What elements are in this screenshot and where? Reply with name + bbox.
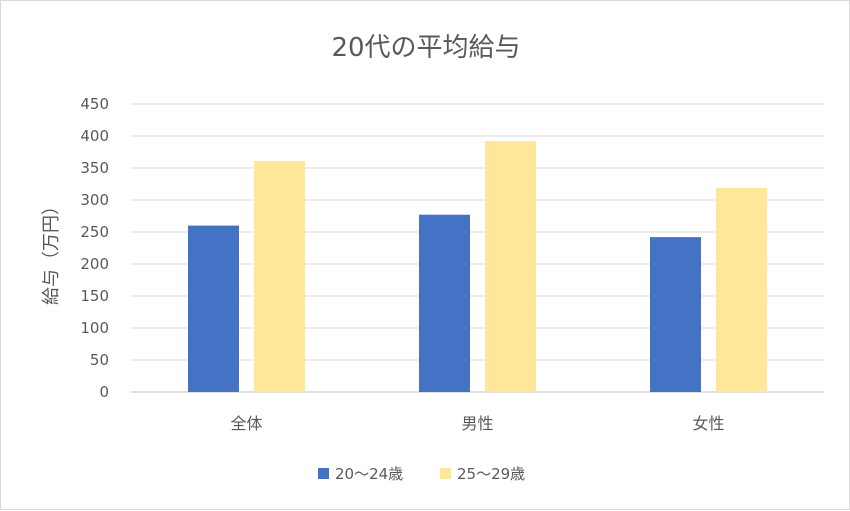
y-tick-label: 450 — [80, 95, 109, 113]
x-category-label: 全体 — [230, 414, 262, 433]
bar-1-2 — [419, 214, 470, 392]
y-tick-label: 100 — [80, 319, 109, 337]
bar-2-3 — [716, 187, 767, 392]
y-axis-label: 給与（万円） — [41, 197, 62, 305]
x-axis-labels: 全体 男性 女性 — [230, 414, 724, 433]
x-category-label: 女性 — [692, 414, 724, 433]
bars — [188, 141, 767, 392]
y-tick-label: 250 — [80, 223, 109, 241]
y-tick-label: 50 — [90, 351, 109, 369]
bar-2-1 — [254, 160, 305, 392]
y-tick-label: 400 — [80, 127, 109, 145]
legend-swatch — [318, 468, 329, 479]
gridlines — [131, 103, 824, 393]
legend: 20〜24歳 25〜29歳 — [318, 465, 525, 483]
legend-label: 25〜29歳 — [457, 465, 525, 483]
y-tick-label: 300 — [80, 191, 109, 209]
y-tick-label: 350 — [80, 159, 109, 177]
y-tick-label: 150 — [80, 287, 109, 305]
x-category-label: 男性 — [461, 414, 493, 433]
bar-2-2 — [485, 141, 536, 392]
y-tick-label: 0 — [99, 383, 109, 401]
legend-label: 20〜24歳 — [335, 465, 403, 483]
bar-1-3 — [650, 237, 701, 392]
y-tick-label: 200 — [80, 255, 109, 273]
chart-title: 20代の平均給与 — [331, 33, 520, 63]
legend-swatch — [440, 468, 451, 479]
y-axis-ticks: 0 50 100 150 200 250 300 350 400 450 — [80, 95, 109, 401]
bar-1-1 — [188, 225, 239, 392]
